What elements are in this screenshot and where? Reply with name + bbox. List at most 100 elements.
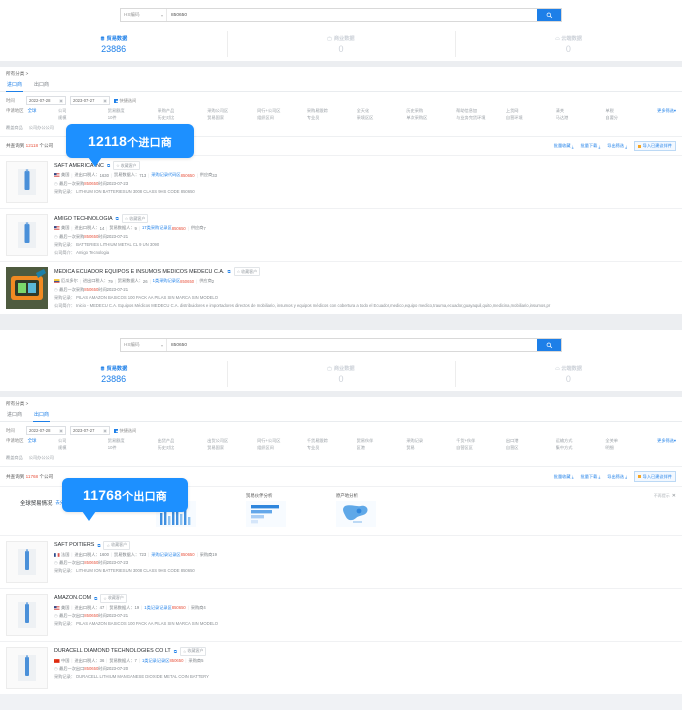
list-item[interactable]: AMIGO TECHNOLOGIA ⧉ ☆ 收藏客户 美国 | 进出口税人： 1… bbox=[0, 208, 682, 261]
analytics-card-origin[interactable]: 原产地分析 bbox=[336, 493, 392, 527]
date-to-input[interactable]: 2023-07-27 ▣ bbox=[70, 96, 110, 105]
filter-col[interactable]: 历史采购 单次采购区 bbox=[406, 108, 456, 121]
search-button[interactable] bbox=[537, 339, 561, 352]
action-export-filter[interactable]: 导出筛选 ⤓ bbox=[607, 474, 627, 480]
favorite-button[interactable]: ☆ 收藏客户 bbox=[179, 646, 207, 656]
company-name[interactable]: MEDICA ECUADOR EQUIPOS E INSUMOS MEDICOS… bbox=[54, 268, 225, 275]
quick-range-checkbox[interactable]: 快捷选间 bbox=[114, 428, 136, 434]
breadcrumb[interactable]: 所有分类 > bbox=[6, 71, 29, 76]
filter-col[interactable]: 采购公司区 贸易国家 bbox=[207, 108, 257, 121]
copy-icon[interactable]: ⧉ bbox=[97, 542, 101, 548]
copy-icon[interactable]: ⧉ bbox=[227, 269, 231, 275]
filter-col[interactable]: 上货网 自营环境 bbox=[506, 108, 556, 121]
stat-business-data[interactable]: 商业数据 0 bbox=[227, 357, 454, 391]
search-box[interactable]: HS编码 ▾ 850650 bbox=[120, 338, 562, 353]
region-value[interactable]: 全球 bbox=[27, 108, 37, 113]
dismiss-label[interactable]: 不再提示 bbox=[653, 492, 670, 498]
filter-col[interactable]: 千货易跟踪 专业员 bbox=[307, 438, 357, 451]
meta3-label[interactable]: 采购记录记录区 bbox=[151, 551, 181, 557]
action-batch-favorite[interactable]: 批量收藏 ⤓ bbox=[554, 474, 574, 480]
stat-cloud-data[interactable]: 云端数据 0 bbox=[454, 357, 682, 391]
filter-col[interactable]: 全关单 明细 bbox=[605, 438, 655, 451]
filter-col[interactable]: 单税 自要分 bbox=[605, 108, 655, 121]
filter-tag[interactable]: 公司办公公司 bbox=[28, 455, 54, 461]
meta3-label[interactable]: 采购记录代码区 bbox=[151, 172, 181, 178]
favorite-button[interactable]: ☆ 收藏客户 bbox=[100, 593, 127, 603]
list-item[interactable]: AMAZON.COM ⧉ ☆ 收藏客户 美国 | 进出口税人： 47 | 贸易数… bbox=[0, 587, 682, 641]
meta3-label[interactable]: 1类记录记录区 bbox=[141, 657, 170, 663]
filter-col[interactable]: 全天化 采境区区 bbox=[357, 108, 407, 121]
list-item[interactable]: SAFT POITIERS ⧉ ☆ 收藏客户 法国 | 进出口税人： 1600 … bbox=[0, 534, 682, 588]
filter-col[interactable]: 同行+公司区 组织区间 bbox=[257, 108, 307, 121]
filter-col[interactable]: 采购记录 贸易 bbox=[406, 438, 456, 451]
import-suggestions-button[interactable]: 导入已建议伴件 bbox=[633, 471, 676, 482]
list-item[interactable]: DURACELL DIAMOND TECHNOLOGIES CO LT ⧉ ☆ … bbox=[0, 640, 682, 694]
meta3-label[interactable]: 17类采购记录区 bbox=[141, 225, 172, 231]
copy-icon[interactable]: ⧉ bbox=[173, 648, 177, 654]
filter-col[interactable]: 贸易额度 10件 bbox=[108, 108, 158, 121]
region-filter[interactable]: 申请地区 全球 bbox=[6, 108, 58, 114]
tab-importer[interactable]: 进口商 bbox=[6, 79, 24, 93]
copy-icon[interactable]: ⧉ bbox=[115, 216, 119, 222]
filter-col[interactable]: 运输方式 集中方式 bbox=[556, 438, 606, 451]
filter-col[interactable]: 采购产品 历史对比 bbox=[158, 108, 208, 121]
search-input[interactable]: 850650 bbox=[171, 342, 188, 348]
meta3-label[interactable]: 1类采购记录区 bbox=[152, 278, 181, 284]
filter-col[interactable]: 帮助信息加 与业务完货环境 bbox=[456, 108, 506, 121]
filter-tag[interactable]: 公司办公公司 bbox=[28, 125, 54, 130]
action-batch-favorite[interactable]: 批量收藏 ⤓ bbox=[554, 143, 574, 149]
more-filters-button[interactable]: 更多筛选▾ bbox=[655, 438, 676, 444]
favorite-button[interactable]: ☆ 收藏客户 bbox=[233, 267, 261, 277]
list-item[interactable]: MEDICA ECUADOR EQUIPOS E INSUMOS MEDICOS… bbox=[0, 261, 682, 314]
tab-exporter[interactable]: 出口商 bbox=[33, 409, 51, 423]
filter-col[interactable]: 公司 规模 bbox=[58, 108, 108, 121]
copy-icon[interactable]: ⧉ bbox=[94, 595, 98, 601]
import-suggestions-button[interactable]: 导入已建议伴件 bbox=[633, 141, 676, 152]
company-name[interactable]: AMIGO TECHNOLOGIA bbox=[54, 215, 113, 222]
copy-icon[interactable]: ⧉ bbox=[106, 163, 111, 169]
more-filters-button[interactable]: 更多筛选▾ bbox=[655, 108, 676, 114]
filter-col[interactable]: 出货产品 历史对比 bbox=[158, 438, 208, 451]
filter-col[interactable]: 千货+伙伴 自营区区 bbox=[456, 438, 506, 451]
stat-business-data[interactable]: 商业数据 0 bbox=[227, 27, 454, 61]
quick-range-checkbox[interactable]: 快捷选间 bbox=[114, 98, 136, 104]
filter-tag[interactable]: 覆盖商品 bbox=[6, 455, 23, 461]
region-value[interactable]: 全球 bbox=[27, 438, 37, 444]
region-filter[interactable]: 申请地区 全球 bbox=[6, 438, 58, 444]
search-box[interactable]: HS编码 ▾ 850650 bbox=[120, 8, 562, 22]
filter-col[interactable]: 贸易伙伴 区港 bbox=[357, 438, 407, 451]
stat-cloud-data[interactable]: 云端数据 0 bbox=[454, 27, 682, 61]
filter-col[interactable]: 出货公司区 贸易国家 bbox=[207, 438, 257, 451]
date-from-input[interactable]: 2022-07-28 ▣ bbox=[26, 426, 66, 436]
filter-tag[interactable]: 覆盖商品 bbox=[6, 125, 23, 130]
favorite-button[interactable]: ☆ 收藏客户 bbox=[121, 214, 149, 224]
close-icon[interactable]: ✕ bbox=[671, 492, 676, 499]
list-item[interactable]: SAFT AMERICA INC ⧉ ☆ 收藏客户 美国 | 进出口税人： 16… bbox=[0, 155, 682, 208]
search-button[interactable] bbox=[537, 9, 561, 21]
action-batch-download[interactable]: 批量下载 ⤓ bbox=[581, 474, 601, 480]
date-from-input[interactable]: 2022-07-28 ▣ bbox=[26, 96, 66, 105]
analytics-card-partner[interactable]: 贸易伙伴分析 bbox=[246, 493, 302, 527]
tab-exporter[interactable]: 出口商 bbox=[34, 82, 50, 88]
filter-col[interactable]: 出口港 自营区 bbox=[506, 438, 556, 451]
company-name[interactable]: SAFT AMERICA INC bbox=[54, 162, 104, 169]
meta3-label[interactable]: 1类记录记录区 bbox=[144, 604, 172, 610]
date-to-input[interactable]: 2023-07-27 ▣ bbox=[70, 426, 110, 436]
filter-col[interactable]: 清关 马达港 bbox=[556, 108, 606, 121]
company-name[interactable]: DURACELL DIAMOND TECHNOLOGIES CO LT bbox=[54, 648, 171, 655]
breadcrumb[interactable]: 所有分类 > bbox=[6, 401, 29, 407]
search-input[interactable]: 850650 bbox=[171, 12, 188, 18]
action-batch-download[interactable]: 批量下载 ⤓ bbox=[581, 143, 601, 149]
filter-col[interactable]: 同行+公司区 组织区间 bbox=[257, 438, 307, 451]
stat-trade-data[interactable]: 贸易数据 23886 bbox=[0, 357, 227, 391]
filter-col[interactable]: 公司 规模 bbox=[58, 438, 108, 451]
search-type-select[interactable]: HS编码 ▾ bbox=[121, 9, 167, 21]
tab-importer[interactable]: 进口商 bbox=[7, 412, 23, 419]
favorite-button[interactable]: ☆ 收藏客户 bbox=[103, 540, 131, 550]
search-type-select[interactable]: HS编码 ▾ bbox=[121, 339, 167, 352]
company-name[interactable]: AMAZON.COM bbox=[54, 595, 92, 602]
favorite-button[interactable]: ☆ 收藏客户 bbox=[113, 161, 140, 171]
filter-col[interactable]: 贸易额度 10件 bbox=[108, 438, 158, 451]
filter-col[interactable]: 采购易跟踪 专业员 bbox=[307, 108, 357, 121]
company-name[interactable]: SAFT POITIERS bbox=[54, 542, 95, 549]
